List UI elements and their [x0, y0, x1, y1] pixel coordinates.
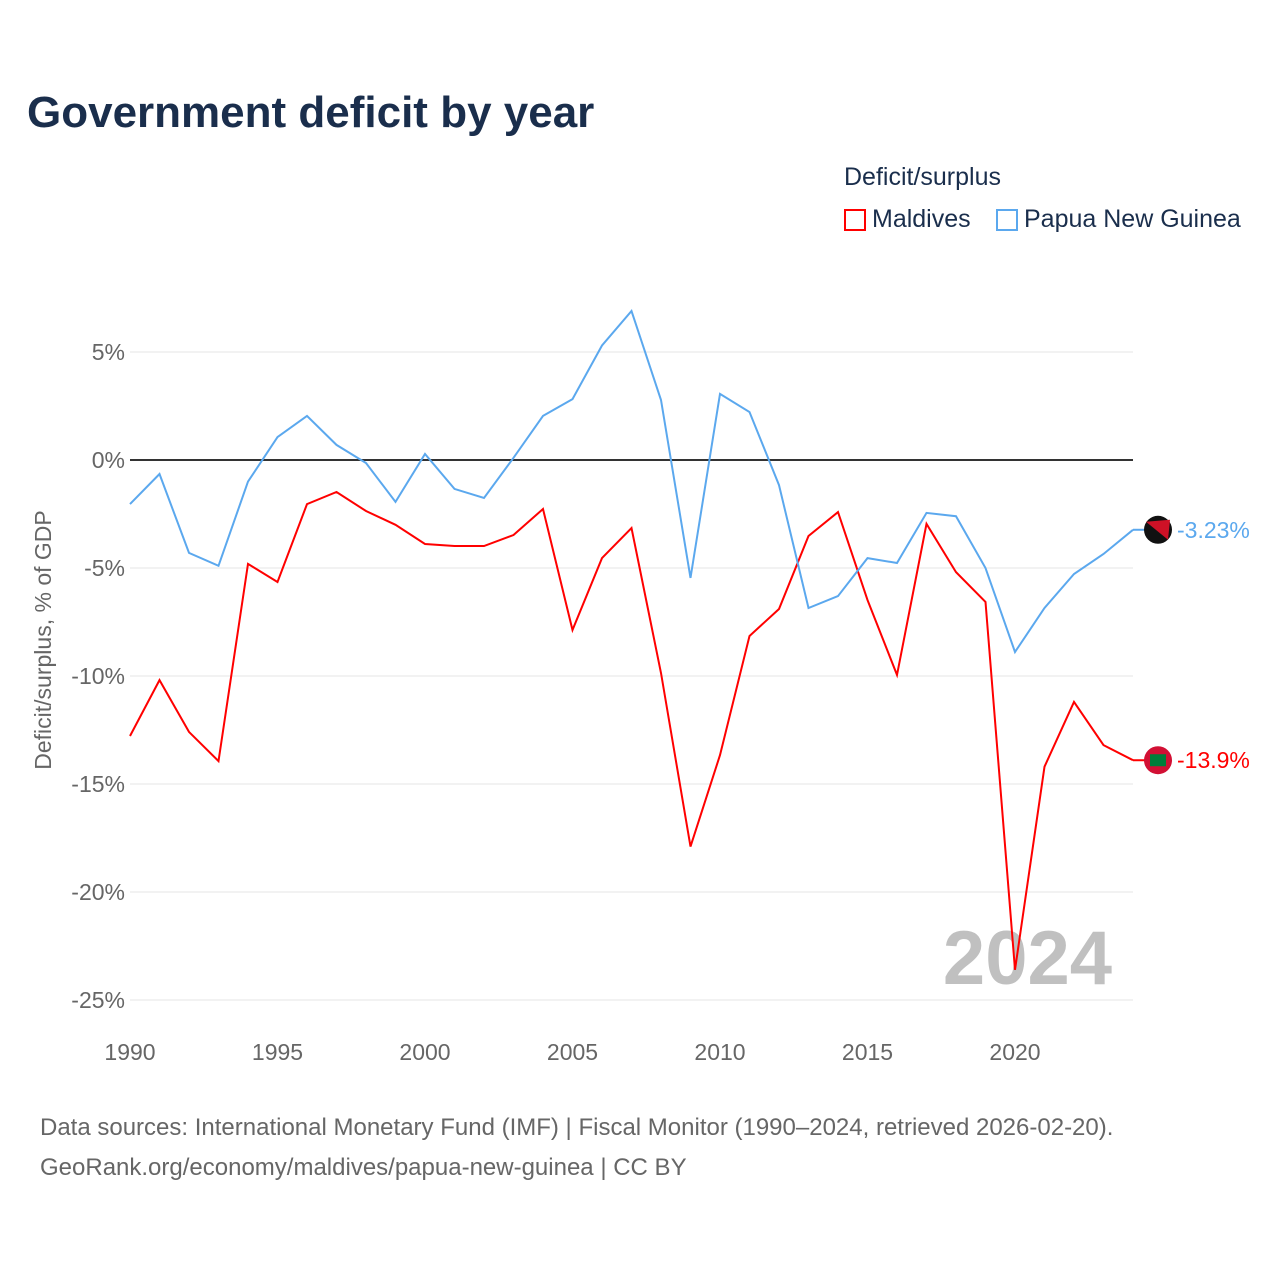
y-tick-label: -25%	[71, 987, 125, 1013]
y-tick-label: -20%	[71, 879, 125, 905]
legend-item-maldives[interactable]: Maldives	[844, 205, 971, 234]
x-tick-label: 2020	[989, 1039, 1040, 1065]
y-tick-label: -15%	[71, 771, 125, 797]
end-value-label: -3.23%	[1177, 517, 1250, 543]
png-flag-icon-part	[1146, 519, 1170, 540]
legend-swatch-maldives	[844, 208, 866, 231]
chart-title: Government deficit by year	[27, 88, 595, 137]
y-tick-label: 0%	[92, 447, 125, 473]
y-tick-label: -5%	[84, 555, 125, 581]
x-tick-label: 2010	[694, 1039, 745, 1065]
x-tick-label: 1995	[252, 1039, 303, 1065]
legend-title: Deficit/surplus	[844, 163, 1001, 191]
legend-item-papua-new-guinea[interactable]: Papua New Guinea	[996, 205, 1241, 234]
maldives-flag-icon-part	[1150, 754, 1166, 767]
series-line-maldives	[129, 490, 1134, 970]
legend-label: Maldives	[872, 205, 971, 233]
legend-swatch-png	[996, 208, 1018, 231]
y-tick-label: 5%	[92, 339, 125, 365]
x-tick-label: 1990	[104, 1039, 155, 1065]
legend-label: Papua New Guinea	[1024, 205, 1241, 233]
y-axis-label: Deficit/surplus, % of GDP	[30, 510, 56, 769]
series-line-papua-new-guinea	[129, 309, 1134, 655]
x-tick-label: 2015	[842, 1039, 893, 1065]
y-tick-label: -10%	[71, 663, 125, 689]
year-watermark: 2024	[943, 916, 1112, 1001]
footer-link[interactable]: GeoRank.org/economy/maldives/papua-new-g…	[40, 1154, 687, 1181]
x-tick-label: 2005	[547, 1039, 598, 1065]
footer: Data sources: International Monetary Fun…	[40, 1108, 1113, 1188]
x-tick-label: 2000	[399, 1039, 450, 1065]
end-value-label: -13.9%	[1177, 747, 1250, 773]
footer-sources: Data sources: International Monetary Fun…	[40, 1114, 1114, 1141]
